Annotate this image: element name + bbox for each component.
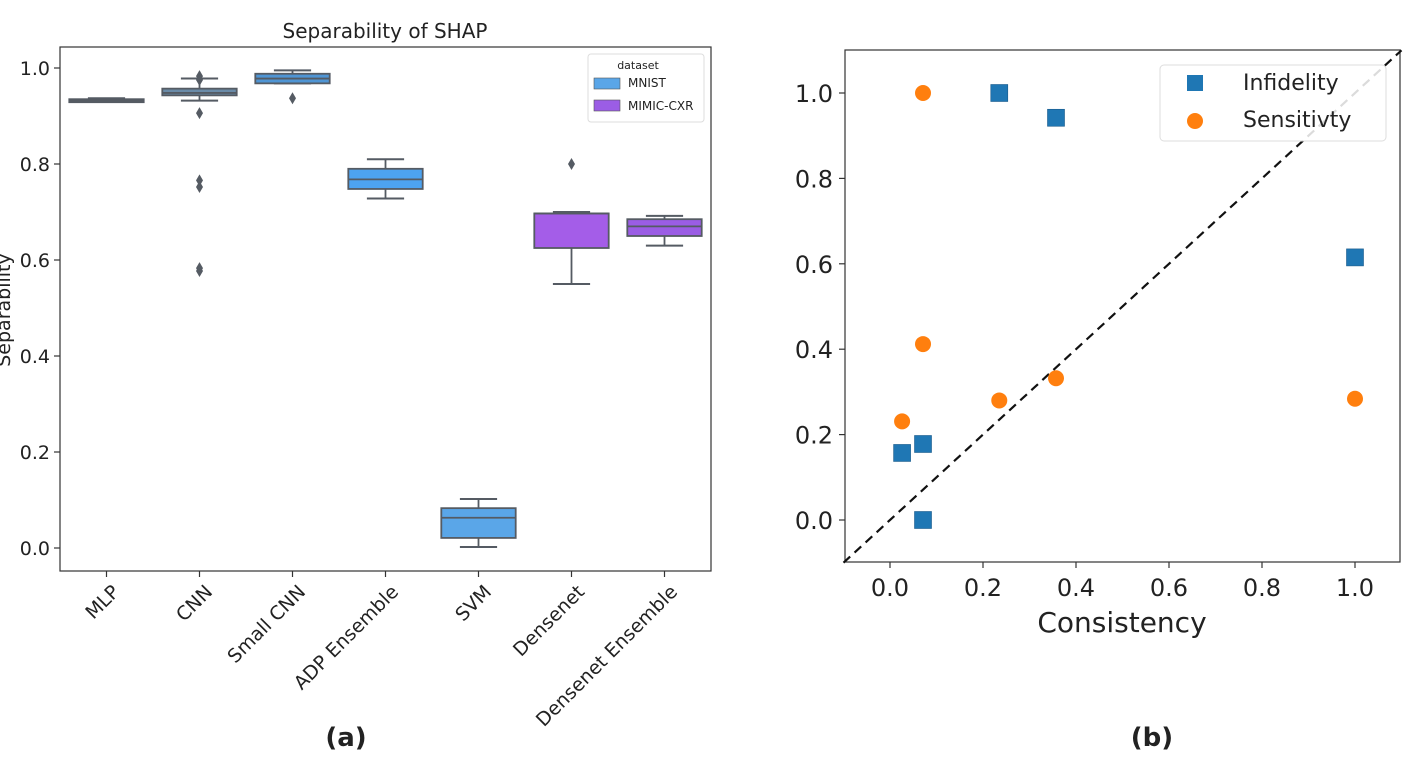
y-tick-label-a: 0.6 bbox=[20, 250, 50, 272]
sensitivity-point bbox=[1048, 370, 1065, 387]
legend-label-sensitivity: Sensitivty bbox=[1243, 108, 1351, 133]
y-tick-label-a: 0.2 bbox=[20, 442, 50, 464]
box-densenet bbox=[533, 158, 610, 285]
infidelity-point bbox=[990, 84, 1009, 102]
outlier-point bbox=[196, 265, 203, 278]
legend-label-infidelity: Infidelity bbox=[1243, 71, 1339, 96]
box-adp-ensemble bbox=[347, 158, 424, 200]
sensitivity-point bbox=[894, 413, 911, 430]
outlier-point bbox=[196, 107, 203, 120]
y-tick-label-b: 0.4 bbox=[795, 336, 833, 364]
legend-frame-b bbox=[1159, 64, 1387, 142]
outlier-point bbox=[289, 92, 296, 105]
series-sensitivty bbox=[894, 85, 1363, 430]
x-tick-label-b: 0.0 bbox=[871, 574, 909, 602]
outlier-point bbox=[196, 181, 203, 194]
box-iqr bbox=[161, 87, 238, 97]
outlier-point bbox=[568, 158, 575, 170]
legend-title-a: dataset bbox=[617, 59, 659, 72]
y-tick-label-a: 0.0 bbox=[20, 538, 50, 560]
x-tick-label-b: 0.6 bbox=[1150, 574, 1188, 602]
x-tick-label-a: CNN bbox=[172, 581, 217, 626]
x-tick-label-b: 1.0 bbox=[1336, 574, 1374, 602]
legend-a: dataset MNIST MIMIC-CXR bbox=[587, 53, 705, 123]
legend-label-mimic: MIMIC-CXR bbox=[628, 99, 693, 113]
panel-label-b: (b) bbox=[1131, 723, 1173, 753]
x-tick-label-a: Small CNN bbox=[223, 581, 310, 668]
box-iqr bbox=[440, 507, 517, 539]
panel-label-a: (a) bbox=[325, 723, 366, 753]
infidelity-point bbox=[1047, 108, 1065, 127]
y-tick-label-b: 0.2 bbox=[795, 422, 833, 450]
infidelity-point bbox=[914, 435, 932, 453]
x-axis-label-b: Consistency bbox=[1037, 606, 1206, 639]
legend-swatch-mimic bbox=[593, 99, 621, 112]
box-cnn bbox=[161, 70, 238, 278]
box-small-cnn bbox=[254, 69, 331, 105]
y-tick-label-a: 0.4 bbox=[20, 346, 50, 368]
box-iqr bbox=[626, 218, 703, 237]
y-tick-label-a: 1.0 bbox=[20, 58, 50, 80]
x-tick-label-a: Densenet bbox=[509, 581, 589, 661]
chart-title-a: Separability of SHAP bbox=[283, 19, 488, 43]
box-mlp bbox=[68, 97, 145, 104]
outlier-point bbox=[196, 174, 203, 187]
sensitivity-point bbox=[915, 336, 932, 353]
box-svm bbox=[440, 498, 517, 549]
x-tick-label-a: SVM bbox=[451, 581, 496, 626]
y-tick-label-b: 0.8 bbox=[795, 165, 833, 193]
series-infidelity bbox=[893, 84, 1364, 529]
infidelity-point bbox=[893, 444, 911, 462]
x-tick-label-b: 0.4 bbox=[1057, 574, 1095, 602]
box-iqr bbox=[533, 212, 610, 249]
x-tick-label-b: 0.8 bbox=[1243, 574, 1281, 602]
sensitivity-point bbox=[991, 392, 1008, 409]
panel-a-boxplot: Separability of SHAP 0.00.20.40.60.81.0 … bbox=[0, 19, 712, 753]
legend-marker-sensitivity bbox=[1187, 113, 1203, 129]
legend-marker-infidelity bbox=[1187, 75, 1203, 91]
x-tick-label-b: 0.2 bbox=[964, 574, 1002, 602]
sensitivity-point bbox=[1347, 390, 1363, 407]
y-tick-label-b: 1.0 bbox=[795, 80, 833, 108]
legend-label-mnist: MNIST bbox=[628, 76, 666, 90]
plot-area-a bbox=[59, 46, 712, 572]
y-tick-label-b: 0.0 bbox=[795, 507, 833, 535]
y-tick-label-b: 0.6 bbox=[795, 251, 833, 279]
legend-b: Infidelity Sensitivty bbox=[1159, 64, 1387, 142]
infidelity-point bbox=[914, 511, 932, 529]
y-tick-label-a: 0.8 bbox=[20, 154, 50, 176]
box-densenet-ensemble bbox=[626, 214, 703, 247]
infidelity-point bbox=[1346, 248, 1364, 267]
y-axis-label-a: Separability bbox=[0, 253, 15, 367]
panel-b-scatter: 0.0 0.2 0.4 0.6 0.8 1.0 0.0 0.2 0.4 0.6 0.8 1.0 In… bbox=[795, 49, 1403, 753]
x-tick-label-a: MLP bbox=[81, 581, 124, 624]
sensitivity-point bbox=[915, 85, 932, 101]
outlier-point bbox=[196, 74, 203, 86]
legend-swatch-mnist bbox=[593, 77, 621, 90]
